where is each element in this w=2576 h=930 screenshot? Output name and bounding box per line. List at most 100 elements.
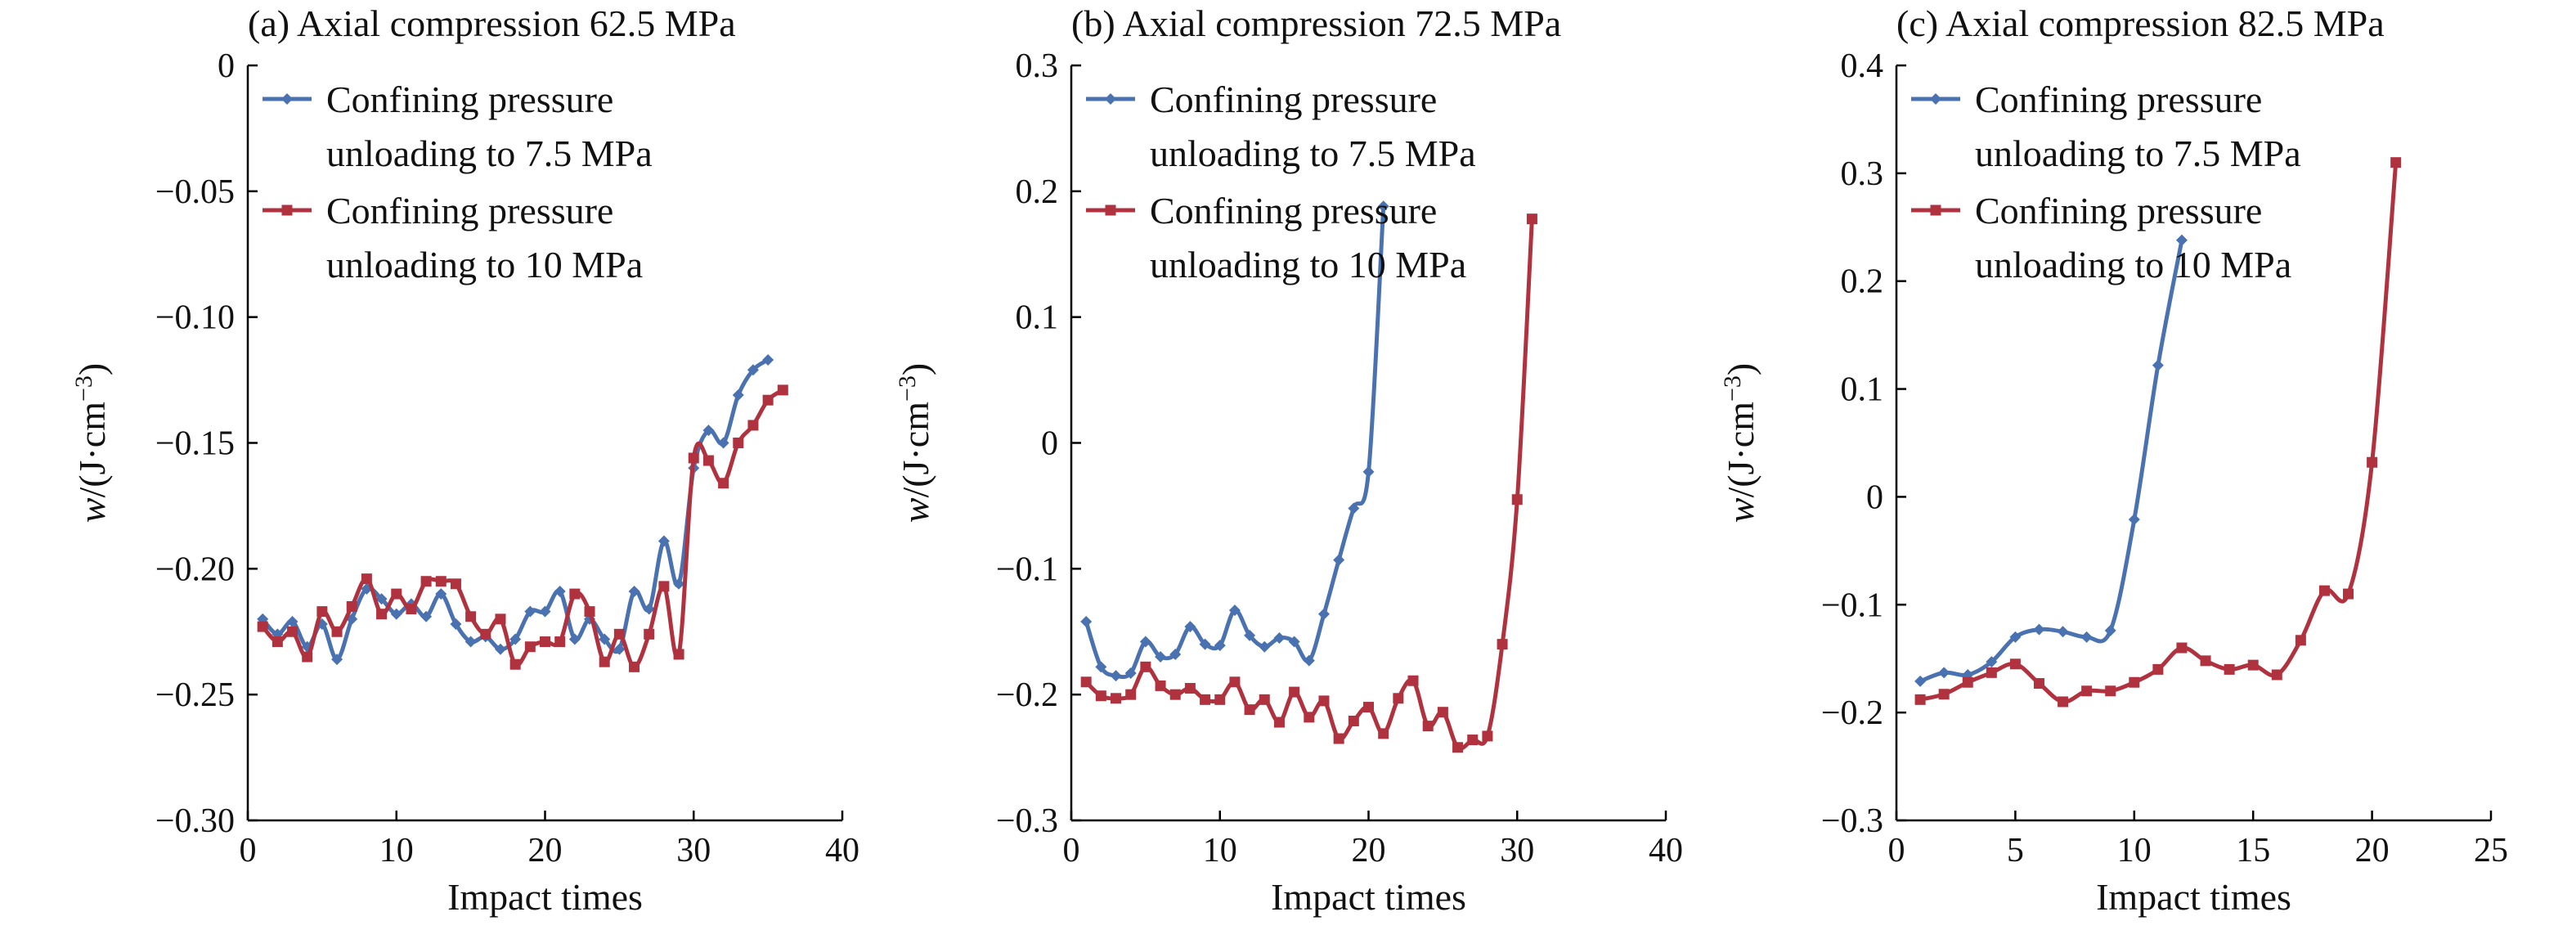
- series-2-point: [2295, 635, 2306, 646]
- y-axis-title: w/(J·cm−3): [70, 363, 113, 523]
- series-2-point: [1080, 676, 1092, 688]
- series-2-point: [1526, 213, 1537, 225]
- y-tick-label: −0.1: [1821, 586, 1883, 624]
- series-2-point: [1986, 667, 1997, 678]
- series-1-point: [762, 353, 774, 366]
- series-1-point: [1986, 656, 1998, 668]
- series-2-point: [1169, 689, 1181, 700]
- series-1-point: [1938, 667, 1950, 679]
- series-2-point: [480, 628, 491, 640]
- legend-label-2: Confining pressure: [1150, 190, 1437, 231]
- series-1-point: [1110, 670, 1122, 682]
- series-2-point: [450, 578, 461, 590]
- chart-panel-3: (c) Axial compression 82.5 MPa 0.4 0.3 0.2 0…: [1719, 2, 2508, 918]
- y-tick-label: −0.20: [155, 550, 235, 588]
- legend-marker-1: [1105, 93, 1116, 105]
- series-2-point: [644, 628, 655, 640]
- chart-title: (c) Axial compression 82.5 MPa: [1896, 2, 2385, 44]
- series-2-line: [1084, 218, 1534, 751]
- chart-panel-2: (b) Axial compression 72.5 MPa 0.3 0.2 0.1 0…: [894, 2, 1683, 918]
- series-2-point: [2033, 678, 2044, 690]
- y-tick-label: 0: [1866, 478, 1883, 516]
- series-1-point: [1124, 667, 1137, 680]
- series-2-point: [2247, 659, 2259, 671]
- series-1-point: [747, 364, 759, 376]
- legend-label-2: unloading to 10 MPa: [326, 244, 643, 285]
- legend-label-2: Confining pressure: [1975, 190, 2262, 231]
- legend-label-1: Confining pressure: [326, 79, 613, 120]
- x-axis-title: Impact times: [1271, 876, 1466, 918]
- series-2-point: [1938, 689, 1950, 700]
- series-1-point: [331, 654, 343, 666]
- series-1-point: [1914, 675, 1927, 687]
- series-2-point: [435, 576, 447, 587]
- series-1-point: [643, 603, 655, 615]
- series-2-point: [2129, 676, 2140, 688]
- series-1-line: [1919, 240, 2184, 684]
- series-1-point: [599, 633, 611, 645]
- series-2-point: [2390, 157, 2402, 168]
- series-1-point: [1095, 661, 1107, 673]
- series-2-point: [554, 636, 566, 648]
- x-tick-label: 40: [825, 832, 859, 869]
- series-2-point: [391, 588, 402, 600]
- series-1-point: [1288, 636, 1300, 648]
- series-2-point: [1511, 494, 1523, 505]
- series-1-point: [390, 608, 402, 620]
- series-2-point: [1407, 675, 1419, 686]
- series-2-point: [1289, 686, 1300, 698]
- y-tick-label: 0: [218, 47, 235, 85]
- x-tick-label: 20: [528, 832, 563, 869]
- series-2-point: [406, 604, 417, 615]
- series-2-point: [1318, 695, 1330, 707]
- series-2-point: [509, 658, 521, 670]
- series-1-point: [450, 618, 462, 631]
- y-axis-unit: /(J·cm: [1720, 402, 1761, 498]
- series-2-point: [1467, 735, 1479, 746]
- chart-panel-1: (a) Axial compression 62.5 MPa 0 −0.05 −0.1…: [70, 2, 859, 918]
- x-tick-label: 0: [1063, 832, 1080, 869]
- y-tick-label: 0.4: [1841, 47, 1884, 85]
- series-1-point: [628, 586, 640, 598]
- y-tick-label: 0.1: [1016, 299, 1059, 337]
- y-axis-title: w/(J·cm−3): [894, 363, 936, 523]
- series-2-point: [346, 600, 357, 612]
- x-tick-label: 15: [2236, 832, 2270, 869]
- series-2-point: [287, 626, 298, 637]
- series-2-point: [1200, 694, 1211, 705]
- series-2-point: [1095, 690, 1106, 702]
- y-tick-label: 0: [1041, 425, 1058, 463]
- x-tick-label: 40: [1649, 832, 1683, 869]
- y-axis-unit-close: ): [1720, 363, 1761, 375]
- series-1-point: [375, 593, 388, 605]
- series-2-point: [584, 606, 595, 618]
- series-2-point: [762, 394, 774, 406]
- series-2-point: [2367, 456, 2378, 468]
- y-tick-label: −0.30: [155, 802, 235, 840]
- x-tick-label: 30: [676, 832, 711, 869]
- series-2-point: [1304, 712, 1315, 723]
- series-2-point: [1348, 715, 1359, 726]
- y-tick-label: −0.2: [996, 676, 1058, 714]
- y-axis-unit-close: ): [895, 363, 936, 375]
- series-2-point: [1259, 694, 1270, 705]
- series-1-point: [509, 633, 522, 645]
- y-tick-label: −0.10: [155, 299, 235, 337]
- series-1-point: [1199, 638, 1211, 650]
- series-2-point: [629, 661, 640, 672]
- series-2-point: [1363, 702, 1374, 713]
- series-2-point: [1482, 730, 1493, 742]
- series-1-point: [435, 588, 447, 600]
- series-1-point: [494, 643, 506, 655]
- series-1-point: [1348, 502, 1360, 514]
- series-1-point: [554, 586, 566, 598]
- series-1-point: [657, 535, 670, 547]
- y-axis-unit: /(J·cm: [71, 402, 113, 498]
- series-2-point: [361, 573, 372, 585]
- series-1-point: [1303, 654, 1315, 667]
- x-tick-label: 30: [1500, 832, 1534, 869]
- series-1-point: [420, 610, 433, 622]
- series-2-point: [1229, 676, 1241, 688]
- series-1-point: [2080, 631, 2093, 643]
